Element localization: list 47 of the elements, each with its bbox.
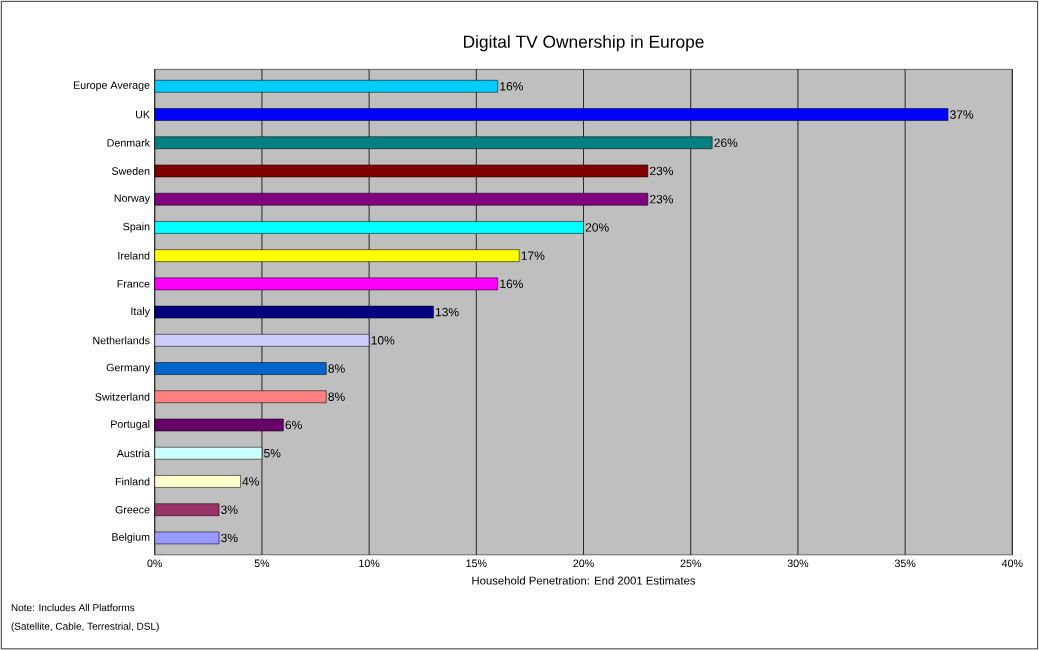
data-label: 23% xyxy=(650,166,674,176)
x-axis-title: Household Penetration: End 2001 Estimates xyxy=(472,576,696,585)
y-tick-label: Belgium xyxy=(112,532,150,543)
data-label: 37% xyxy=(950,110,974,119)
data-label: 5% xyxy=(264,448,281,458)
y-tick-label: Norway xyxy=(114,194,150,204)
y-tick-label: UK xyxy=(136,110,150,119)
chart-title: Digital TV Ownership in Europe xyxy=(464,35,704,52)
data-label: 26% xyxy=(714,138,738,147)
x-tick-label: 30% xyxy=(787,559,809,568)
data-label: 6% xyxy=(285,420,302,430)
y-tick-label: Europe Average xyxy=(73,81,150,91)
data-label: 3% xyxy=(221,533,238,543)
y-tick-label: Netherlands xyxy=(93,336,150,345)
y-tick-label: Germany xyxy=(106,363,150,374)
data-label: 17% xyxy=(521,251,545,260)
x-tick-label: 25% xyxy=(680,559,702,568)
y-tick-label: Italy xyxy=(131,307,150,317)
data-label: 16% xyxy=(500,279,523,289)
x-tick-label: 35% xyxy=(894,559,916,568)
data-label: 23% xyxy=(650,194,674,204)
data-label: 13% xyxy=(435,307,459,317)
x-tick-label: 15% xyxy=(466,559,487,567)
data-label: 4% xyxy=(242,477,260,486)
x-tick-label: 40% xyxy=(1001,559,1023,568)
x-tick-label: 10% xyxy=(359,559,380,568)
y-tick-label: Finland xyxy=(115,477,150,486)
y-tick-label: Greece xyxy=(115,505,150,514)
y-tick-label: Switzerland xyxy=(95,392,150,401)
data-label: 8% xyxy=(328,392,345,401)
x-tick-label: 5% xyxy=(254,559,270,567)
data-label: 20% xyxy=(585,223,609,232)
data-label: 8% xyxy=(328,364,345,373)
data-label: 3% xyxy=(221,505,238,514)
data-label: 10% xyxy=(371,335,395,345)
text: Note: Includes All Platforms xyxy=(11,603,135,612)
y-tick-label: Portugal xyxy=(111,419,150,430)
data-label: 16% xyxy=(500,81,523,91)
y-tick-label: Ireland xyxy=(118,251,150,260)
y-tick-label: France xyxy=(117,280,150,288)
y-tick-label: Spain xyxy=(123,222,150,233)
text: (Satellite, Cable, Terrestrial, DSL) xyxy=(11,622,159,632)
x-tick-label: 0% xyxy=(147,559,163,568)
y-tick-label: Denmark xyxy=(107,138,151,147)
y-tick-label: Austria xyxy=(116,449,151,458)
y-tick-label: Sweden xyxy=(111,166,150,175)
x-tick-label: 20% xyxy=(573,559,594,568)
